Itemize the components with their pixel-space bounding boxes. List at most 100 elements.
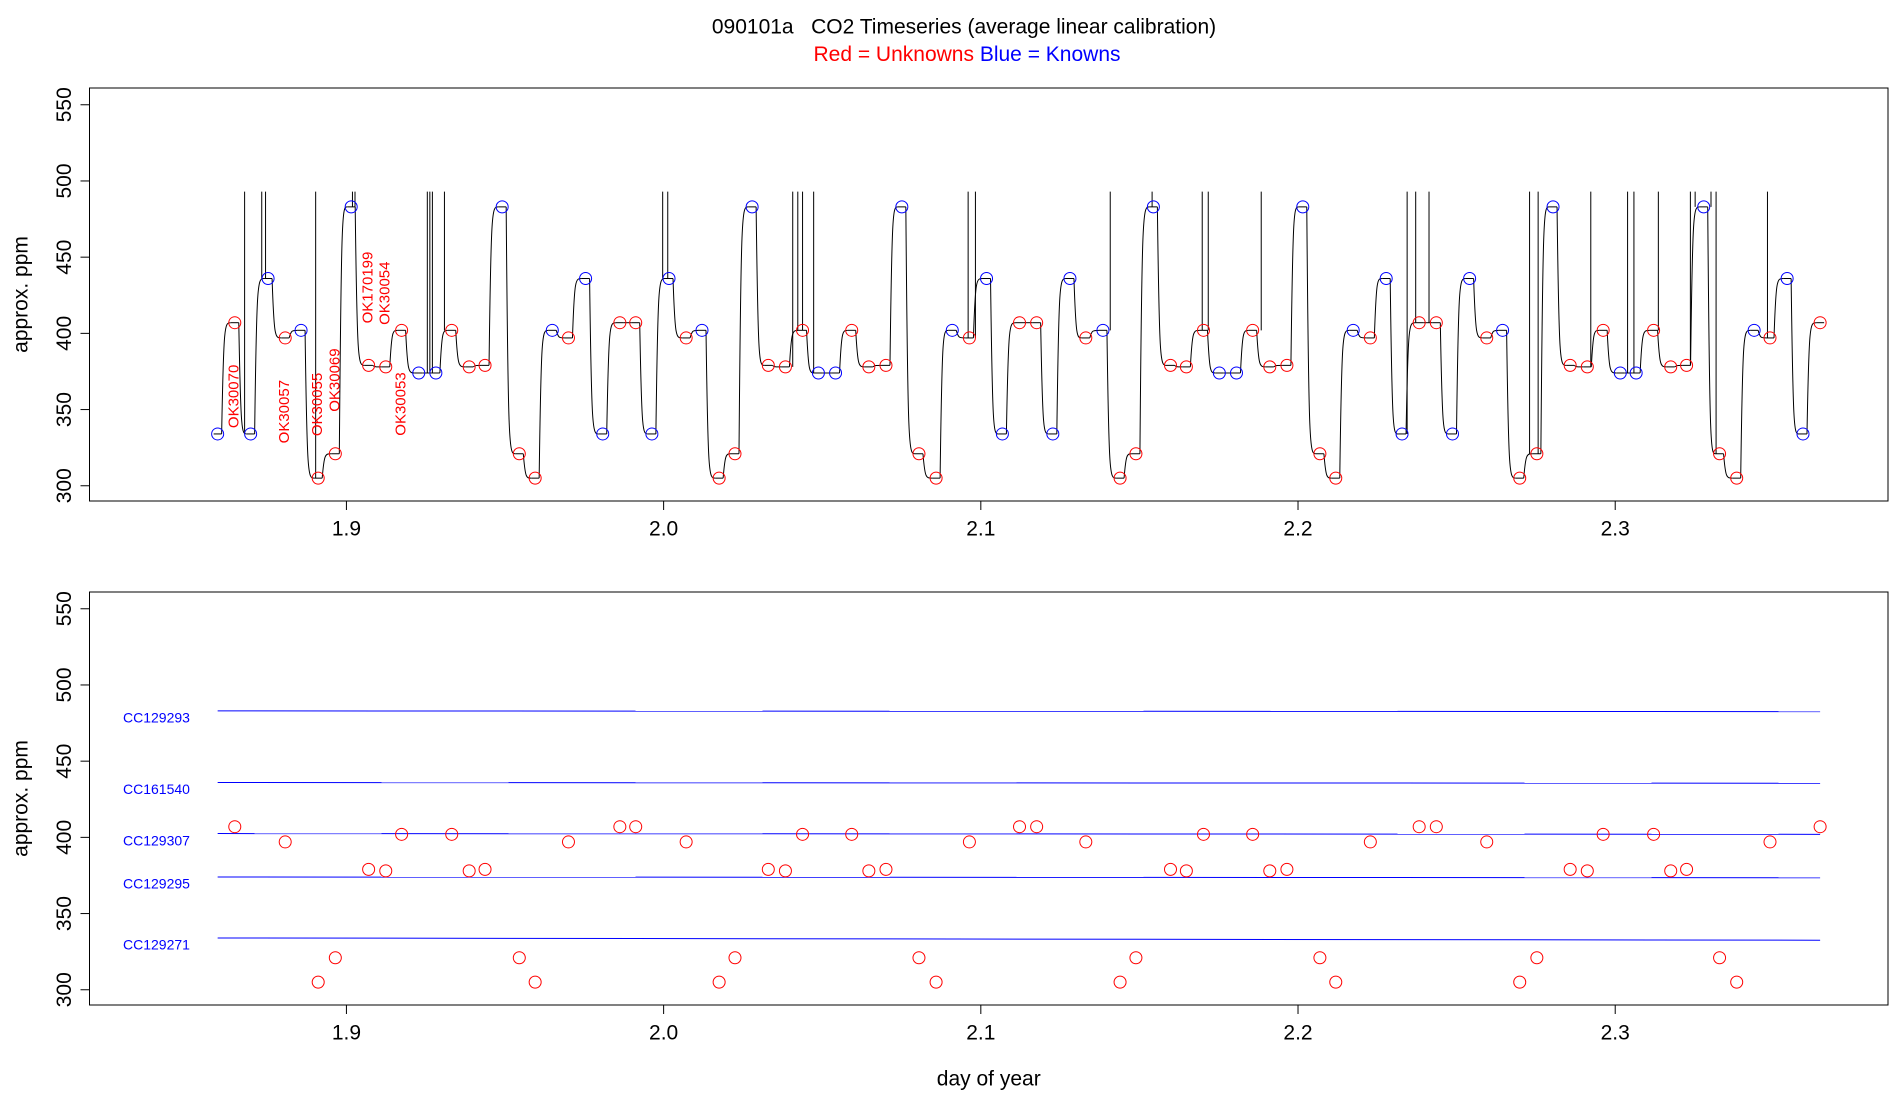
unknown-point bbox=[761, 862, 775, 876]
unknown-point bbox=[778, 864, 792, 878]
trace-segment bbox=[1290, 206, 1299, 366]
trace-segment bbox=[1373, 277, 1383, 338]
trace-segment bbox=[1040, 322, 1049, 435]
plot-frame bbox=[89, 591, 1889, 1006]
trace-segment bbox=[1723, 453, 1733, 479]
unknown-point bbox=[1730, 975, 1744, 989]
sample-marker bbox=[695, 323, 709, 337]
trace-segment bbox=[1389, 278, 1399, 435]
x-axis-label: day of year bbox=[937, 1068, 1041, 1091]
sample-marker bbox=[1629, 366, 1643, 380]
reference-line bbox=[217, 876, 1821, 879]
unknown-point bbox=[1313, 951, 1327, 965]
trace-segment bbox=[1690, 206, 1700, 366]
y-tick-label: 350 bbox=[53, 896, 76, 931]
sample-marker bbox=[1013, 316, 1027, 330]
trace-segment bbox=[990, 278, 999, 435]
sample-marker bbox=[395, 323, 409, 337]
unknown-point bbox=[512, 951, 526, 965]
trace-segment bbox=[1139, 206, 1150, 454]
sample-marker bbox=[294, 323, 308, 337]
sample-marker bbox=[845, 323, 859, 337]
sample-marker bbox=[778, 360, 792, 374]
unknown-point bbox=[1813, 820, 1827, 834]
trace-segment bbox=[288, 329, 298, 339]
trace-segment bbox=[1674, 364, 1683, 368]
trace-segment bbox=[1573, 364, 1584, 368]
sample-marker bbox=[1079, 331, 1093, 345]
unknown-point bbox=[879, 862, 893, 876]
sample-marker bbox=[1113, 471, 1127, 485]
y-tick-label: 450 bbox=[53, 240, 76, 275]
trace-segment bbox=[1306, 206, 1316, 455]
trace-segment bbox=[972, 277, 983, 338]
sample-marker bbox=[980, 271, 994, 285]
unknown-point bbox=[1596, 827, 1610, 841]
subtitle-part: Blue = Knowns bbox=[980, 43, 1121, 66]
point-label: OK30053 bbox=[393, 372, 410, 435]
trace-segment bbox=[1174, 364, 1183, 368]
sample-marker bbox=[1046, 427, 1060, 441]
sample-marker bbox=[962, 331, 976, 345]
sample-marker bbox=[561, 331, 575, 345]
sample-marker bbox=[1664, 360, 1678, 374]
sample-marker bbox=[1563, 358, 1577, 372]
point-label: OK170199 bbox=[360, 252, 377, 324]
sample-marker bbox=[1196, 323, 1210, 337]
trace-segment bbox=[1657, 330, 1667, 368]
sample-marker bbox=[512, 447, 526, 461]
sample-marker bbox=[1212, 366, 1226, 380]
point-label: OK30055 bbox=[309, 373, 326, 436]
trace-segment bbox=[1757, 330, 1767, 339]
sample-marker bbox=[1530, 447, 1544, 461]
trace-segment bbox=[1239, 329, 1249, 374]
y-tick-label: 400 bbox=[53, 820, 76, 855]
sample-marker bbox=[429, 366, 443, 380]
unknown-point bbox=[1363, 835, 1377, 849]
trace-segment bbox=[1490, 329, 1499, 339]
unknown-point bbox=[1480, 835, 1494, 849]
sample-marker bbox=[1179, 360, 1193, 374]
unknown-point bbox=[712, 975, 726, 989]
unknown-point bbox=[1079, 835, 1093, 849]
sample-marker bbox=[412, 366, 426, 380]
sample-marker bbox=[728, 447, 742, 461]
unknown-point bbox=[1563, 862, 1577, 876]
y-tick-label: 300 bbox=[53, 972, 76, 1007]
unknown-point bbox=[1164, 862, 1178, 876]
sample-marker bbox=[244, 427, 258, 441]
sample-marker bbox=[1513, 471, 1527, 485]
unknown-point bbox=[1647, 827, 1661, 841]
y-tick-label: 550 bbox=[53, 87, 76, 122]
sample-marker bbox=[1313, 447, 1327, 461]
sample-marker bbox=[613, 316, 627, 330]
sample-marker bbox=[1296, 200, 1310, 214]
sample-marker bbox=[1647, 323, 1661, 337]
chart-subtitle: Red = Unknowns Blue = Knowns bbox=[813, 43, 1120, 66]
trace-segment bbox=[872, 364, 882, 368]
unknown-point bbox=[1113, 975, 1127, 989]
sample-marker bbox=[211, 427, 225, 441]
sample-marker bbox=[261, 271, 275, 285]
unknown-point bbox=[1429, 820, 1443, 834]
trace-segment bbox=[705, 330, 716, 479]
sample-marker bbox=[1546, 200, 1560, 214]
unknown-point bbox=[929, 975, 943, 989]
unknown-point bbox=[379, 864, 393, 878]
trace-segment bbox=[505, 206, 516, 455]
unknown-point bbox=[679, 835, 693, 849]
sample-marker bbox=[1747, 323, 1761, 337]
sample-marker bbox=[1412, 316, 1426, 330]
sample-marker bbox=[1164, 358, 1178, 372]
sample-marker bbox=[995, 427, 1009, 441]
y-tick-label: 500 bbox=[53, 667, 76, 702]
unknown-point bbox=[1530, 951, 1544, 965]
sample-marker bbox=[895, 200, 909, 214]
sample-marker bbox=[912, 447, 926, 461]
x-tick-label: 2.0 bbox=[649, 1022, 678, 1045]
unknown-point bbox=[862, 864, 876, 878]
trace-segment bbox=[788, 329, 799, 367]
trace-segment bbox=[1106, 330, 1117, 479]
